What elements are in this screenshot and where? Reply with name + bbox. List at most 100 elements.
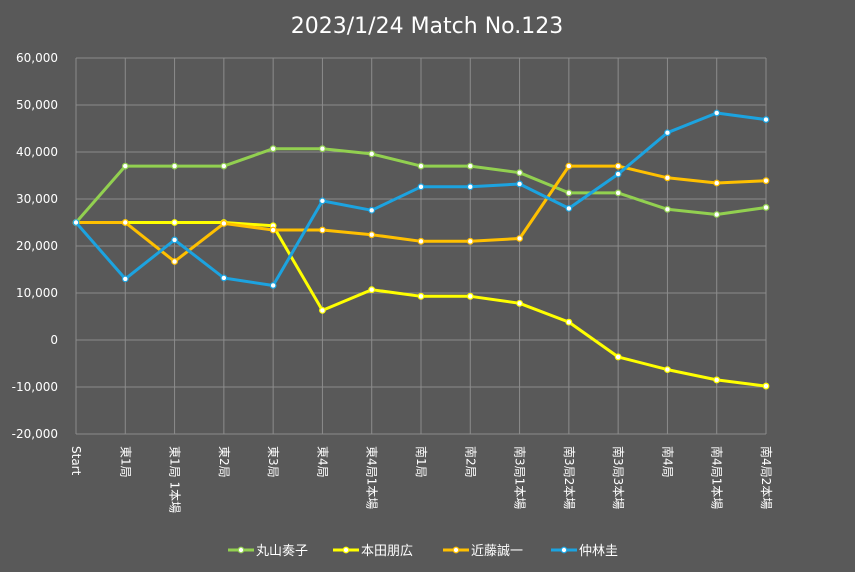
data-point [220, 274, 228, 282]
y-tick-label: -20,000 [12, 427, 58, 441]
data-point [220, 162, 228, 170]
y-tick-label: 30,000 [16, 192, 58, 206]
y-tick-label: 20,000 [16, 239, 58, 253]
legend-item: 丸山奏子 [228, 544, 308, 559]
data-point [565, 162, 573, 170]
data-point [319, 145, 326, 153]
data-point [565, 204, 573, 212]
data-point [713, 376, 721, 384]
data-point [664, 129, 671, 137]
y-tick-label: -10,000 [12, 380, 58, 394]
legend-item: 仲林圭 [551, 544, 618, 559]
x-tick-label: 南2局 [463, 446, 478, 478]
data-point [171, 258, 178, 265]
x-tick-label: 東1局 [118, 446, 132, 478]
x-tick-label: 南4局 [660, 446, 675, 478]
data-point [713, 109, 721, 117]
data-point [269, 145, 277, 153]
legend-label: 仲林圭 [579, 544, 618, 559]
legend-label: 近藤誠一 [471, 544, 523, 559]
series-lines [72, 109, 770, 390]
legend-marker [342, 546, 350, 554]
x-tick-label: 南3局2本場 [562, 446, 577, 509]
series-4 [72, 109, 770, 289]
x-tick-label: 東4局 [315, 446, 329, 478]
data-point [171, 236, 178, 244]
data-point [762, 204, 770, 211]
data-point [713, 211, 721, 218]
x-tick-label: 東2局 [217, 446, 231, 478]
data-point [713, 179, 721, 187]
data-point [762, 382, 770, 390]
data-point [466, 162, 474, 170]
data-point [762, 116, 770, 123]
y-tick-label: 60,000 [16, 51, 58, 65]
legend-item: 本田朋広 [333, 544, 413, 559]
data-point [664, 174, 671, 182]
legend-marker [237, 546, 245, 554]
data-point [664, 366, 671, 374]
y-tick-label: 0 [50, 333, 58, 347]
legend: 丸山奏子 本田朋広 近藤誠一 仲林圭 [228, 544, 618, 559]
data-point [368, 150, 376, 158]
legend-label: 本田朋広 [361, 544, 413, 559]
data-point [762, 177, 770, 185]
data-point [565, 318, 573, 326]
x-tick-label: 東4局1本場 [365, 446, 379, 509]
data-point [565, 189, 573, 197]
x-tick-label: 南1局 [414, 446, 429, 478]
x-tick-label: 東3局 [266, 446, 280, 478]
legend-label: 丸山奏子 [256, 544, 308, 559]
data-point [417, 237, 425, 245]
data-point [368, 206, 376, 214]
x-tick-label: 南4局1本場 [710, 446, 725, 509]
y-tick-label: 50,000 [16, 98, 58, 112]
x-tick-label: 東1局 1本場 [168, 446, 182, 513]
y-axis-ticks: 60,000 50,000 40,000 30,000 20,000 10,000 0 -10… [12, 51, 58, 441]
data-point [466, 183, 474, 191]
data-point [516, 299, 523, 307]
data-point [220, 220, 228, 227]
data-point [614, 170, 622, 178]
data-point [516, 235, 523, 242]
data-point [171, 162, 178, 170]
data-point [269, 282, 277, 289]
data-point [269, 226, 277, 234]
series-2 [72, 219, 770, 390]
data-point [72, 219, 80, 226]
data-point [614, 162, 622, 170]
data-point [121, 219, 129, 226]
legend-marker [452, 546, 460, 554]
y-tick-label: 40,000 [16, 145, 58, 159]
x-tick-label: 南3局3本場 [611, 446, 626, 509]
data-point [121, 162, 129, 170]
data-point [664, 205, 671, 213]
data-point [319, 197, 326, 205]
x-tick-label: 南3局1本場 [513, 446, 528, 509]
data-point [319, 226, 326, 234]
y-tick-label: 10,000 [16, 286, 58, 300]
x-tick-label: 南4局2本場 [759, 446, 774, 509]
data-point [466, 237, 474, 245]
data-point [417, 162, 425, 170]
data-point [466, 292, 474, 300]
data-point [319, 306, 326, 314]
legend-item: 近藤誠一 [443, 544, 523, 559]
data-point [368, 286, 376, 294]
data-point [516, 169, 523, 177]
data-point [417, 183, 425, 191]
data-point [614, 353, 622, 361]
x-tick-label: Start [69, 446, 83, 476]
x-axis-ticks: Start 東1局 東1局 1本場 東2局 東3局 東4局 東4局1本場 南1局 南2局 南3局1… [69, 446, 774, 513]
data-point [516, 180, 523, 188]
data-point [368, 231, 376, 239]
data-point [614, 189, 622, 197]
data-point [171, 219, 178, 226]
chart-title: 2023/1/24 Match No.123 [291, 14, 563, 39]
data-point [121, 275, 129, 283]
data-point [417, 292, 425, 300]
legend-marker [560, 546, 568, 554]
